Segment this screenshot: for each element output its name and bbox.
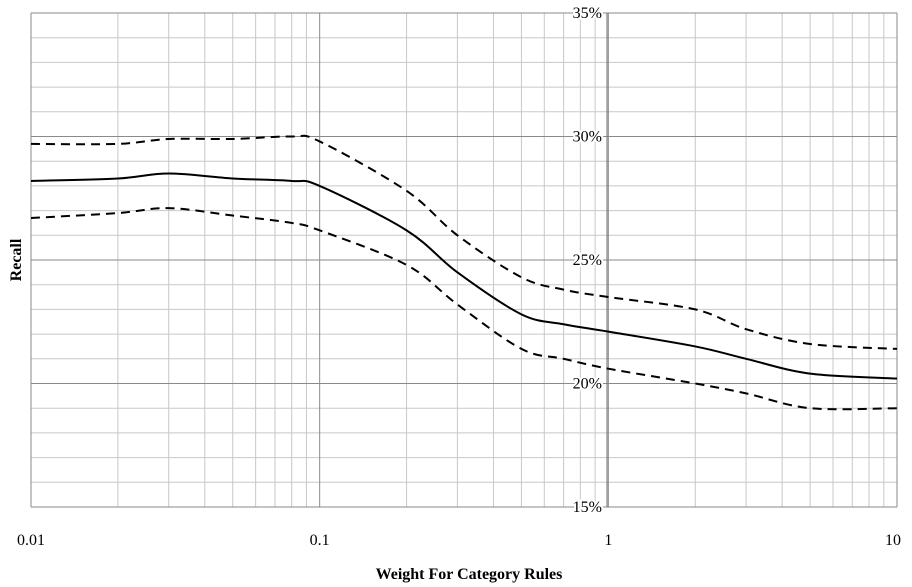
y-tick-label: 20% (573, 376, 602, 393)
major-gridlines (30, 12, 898, 508)
recall-solid-line (30, 172, 898, 380)
y-axis-title: Recall (8, 238, 25, 281)
y-tick-label: 25% (573, 252, 602, 269)
x-axis-title: Weight For Category Rules (376, 566, 563, 583)
x-tick-label: 0.01 (17, 532, 45, 549)
y-tick-label: 30% (573, 129, 602, 146)
y-tick-label: 15% (573, 499, 602, 516)
x-tick-label: 0.1 (310, 532, 330, 549)
x-tick-label: 1 (604, 532, 612, 549)
tick-labels: 15% 20% 25% 30% 35% 0.01 0.1 1 10 (17, 3, 901, 549)
series-layer (30, 134, 898, 411)
lower-dashed-line (30, 207, 898, 411)
upper-dashed-line (30, 134, 898, 350)
x-tick-label: 10 (885, 532, 901, 549)
y-tick-label: 35% (573, 5, 602, 22)
